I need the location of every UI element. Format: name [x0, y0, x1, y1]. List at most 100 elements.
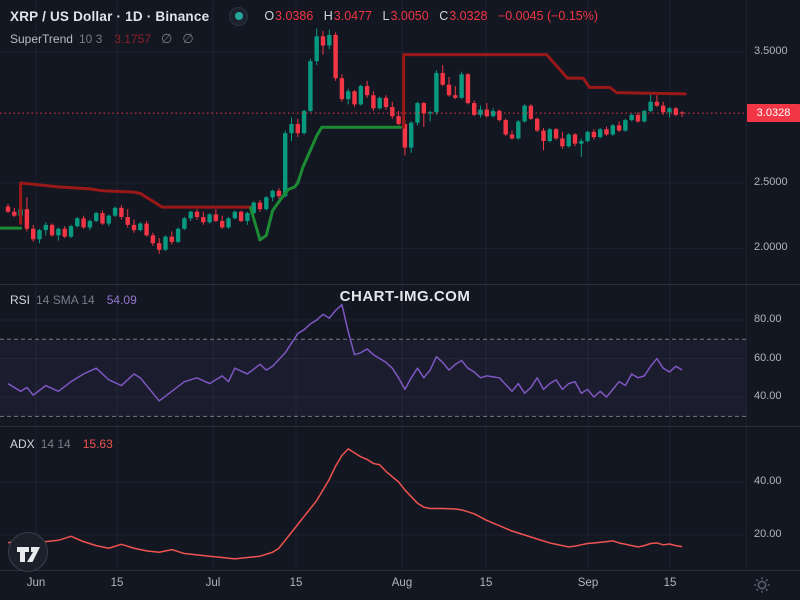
candle [440, 72, 445, 85]
time-axis-label: Aug [391, 577, 413, 589]
candle [238, 211, 244, 221]
low-value: 3.0050 [390, 9, 429, 23]
candle [598, 129, 603, 138]
candle [421, 103, 426, 114]
time-axis-label: 15 [479, 577, 493, 589]
last-price-badge: 3.0328 [747, 104, 800, 123]
candle [207, 214, 212, 223]
candle [553, 129, 559, 139]
candle [623, 120, 628, 131]
candle [383, 97, 389, 107]
ohlc-values: O3.0386 H3.0477 L3.0050 C3.0328 −0.0045 … [264, 9, 598, 23]
candle [24, 209, 30, 229]
candle [579, 141, 584, 144]
candle [131, 224, 137, 231]
candle [226, 218, 231, 228]
candle [446, 84, 452, 96]
candle [465, 74, 471, 104]
candle [251, 202, 256, 214]
candle [509, 134, 515, 139]
candle [37, 230, 42, 240]
rsi-axis-label: 40.00 [754, 390, 782, 403]
time-axis-label: 15 [110, 577, 124, 589]
high-value: 3.0477 [333, 9, 373, 23]
candle [295, 124, 300, 134]
time-scale-settings-icon[interactable] [752, 575, 772, 595]
time-axis-label: Sep [577, 577, 599, 589]
candle [119, 207, 124, 217]
adx-name: ADX [10, 437, 35, 451]
candle [415, 103, 420, 123]
time-axis-label: Jul [205, 577, 221, 589]
market-status-icon [229, 6, 249, 26]
change-value: −0.0045 (−0.15%) [497, 9, 599, 23]
open-label: O [264, 9, 275, 23]
candle [188, 211, 193, 219]
candle [434, 72, 439, 113]
candle [528, 105, 534, 119]
adx-params: 14 14 [40, 437, 71, 451]
price-scale[interactable]: 3.5000 2.5000 2.0000 80.00 60.00 40.00 40.00 20… [746, 0, 800, 570]
candle [5, 206, 11, 212]
tradingview-logo-icon[interactable] [7, 531, 49, 573]
candle [654, 101, 660, 106]
symbol-legend[interactable]: XRP / US Dollar · 1D · Binance O3.0386 H… [10, 6, 598, 26]
candle [642, 110, 647, 122]
candle [352, 91, 357, 105]
candle [377, 97, 382, 109]
candle [31, 228, 36, 240]
candle [314, 36, 319, 62]
candle [541, 130, 546, 142]
candle [503, 120, 508, 135]
candle [270, 190, 275, 198]
candle [283, 133, 288, 197]
candle [560, 138, 565, 147]
rsi-params: 14 SMA 14 [36, 293, 95, 307]
supertrend-name: SuperTrend [10, 32, 73, 46]
candle [276, 190, 282, 197]
time-axis-label: 15 [289, 577, 303, 589]
candle [43, 224, 48, 231]
candle [12, 211, 17, 216]
price-axis-label: 2.5000 [754, 175, 788, 188]
candle [232, 211, 237, 219]
adx-line [7, 448, 683, 560]
candle [56, 228, 61, 236]
time-scale[interactable]: Jun 15 Jul 15 Aug 15 Sep 15 [0, 570, 800, 600]
candle [453, 95, 458, 98]
candle [157, 243, 162, 250]
candle [125, 216, 130, 225]
candle [264, 197, 269, 210]
candle [516, 121, 521, 139]
candle [402, 124, 408, 148]
supertrend-legend[interactable]: SuperTrend 10 3 3.1757 ∅ ∅ [10, 31, 194, 47]
candle [81, 218, 86, 228]
candle [150, 235, 156, 244]
candle [427, 112, 433, 114]
candle [346, 91, 351, 100]
rsi-line [7, 303, 683, 402]
candle [490, 110, 496, 117]
candle [358, 86, 363, 105]
candle [409, 122, 414, 148]
supertrend-params: 10 3 [78, 32, 103, 46]
price-axis-label: 3.5000 [754, 44, 788, 57]
candle [572, 134, 578, 144]
candle [610, 125, 615, 135]
low-label: L [382, 9, 390, 23]
candle [604, 129, 609, 135]
candle [49, 224, 55, 236]
candle [591, 131, 597, 138]
adx-legend[interactable]: ADX 14 14 15.63 [10, 436, 113, 452]
candle [106, 215, 111, 224]
candle [201, 216, 206, 223]
rsi-legend[interactable]: RSI 14 SMA 14 54.09 [10, 292, 137, 308]
candle [138, 223, 143, 231]
candle [289, 124, 294, 134]
candle [333, 34, 338, 79]
candle [68, 226, 74, 237]
time-axis-label: Jun [26, 577, 46, 589]
candle [213, 214, 219, 221]
